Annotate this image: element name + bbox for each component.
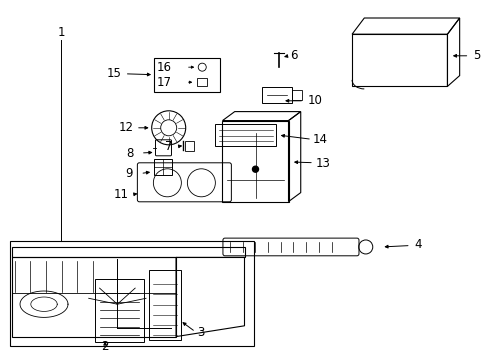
Bar (197, 78, 207, 86)
Bar (154, 58, 220, 92)
Text: 13: 13 (315, 157, 329, 170)
Text: 9: 9 (124, 167, 132, 180)
Text: 2: 2 (101, 340, 109, 353)
Text: 7: 7 (164, 140, 172, 153)
Bar (351, 34, 447, 86)
Bar (185, 141, 194, 151)
Text: 12: 12 (119, 121, 133, 134)
Text: 3: 3 (196, 327, 204, 339)
Bar (95, 279, 144, 342)
Bar (149, 270, 181, 340)
Bar (154, 159, 172, 175)
Text: 4: 4 (413, 238, 421, 251)
Circle shape (252, 166, 258, 172)
Bar (222, 121, 288, 202)
Text: 14: 14 (312, 133, 327, 146)
Text: 10: 10 (307, 94, 322, 107)
Text: 6: 6 (289, 49, 297, 62)
Text: 8: 8 (125, 147, 133, 159)
Text: 11: 11 (114, 188, 128, 201)
Text: 1: 1 (57, 26, 65, 39)
Text: 5: 5 (472, 49, 480, 62)
Bar (261, 87, 291, 103)
Text: 15: 15 (106, 67, 121, 80)
Text: 16: 16 (157, 61, 172, 74)
Bar (291, 90, 301, 100)
Bar (10, 241, 254, 346)
Text: 17: 17 (157, 76, 172, 89)
